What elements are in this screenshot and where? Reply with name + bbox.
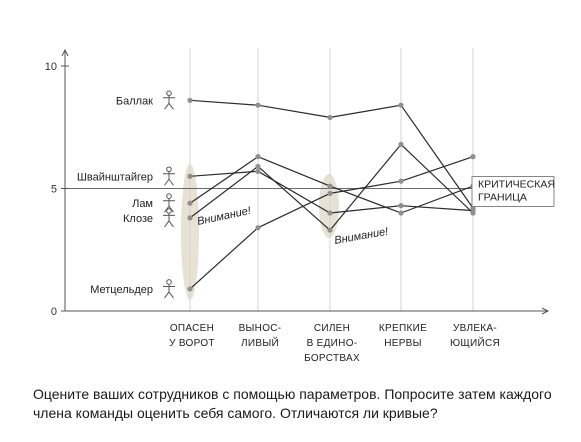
annotation-label: Внимание!: [196, 205, 252, 228]
category-label: КРЕПКИЕ: [379, 323, 427, 334]
category-label: БОРСТВАХ: [304, 353, 360, 364]
data-point: [187, 215, 193, 221]
data-point: [187, 97, 193, 103]
series-label: Клозе: [123, 213, 153, 225]
data-point: [327, 114, 333, 121]
person-icon-body: [163, 171, 175, 186]
data-point: [327, 210, 333, 216]
data-point: [255, 102, 261, 108]
y-tick-label: 10: [45, 61, 57, 73]
data-point: [398, 141, 404, 147]
person-icon: [163, 279, 175, 299]
person-icon-body: [163, 95, 175, 110]
data-point: [327, 227, 333, 233]
series-label: Швайнштайгер: [77, 171, 153, 183]
data-point: [255, 168, 261, 174]
threshold-label: ГРАНИЦА: [478, 192, 527, 204]
series-label: Баллак: [116, 95, 153, 107]
caption: Оцените ваших сотрудников с помощью пара…: [33, 386, 552, 421]
data-point: [398, 203, 404, 209]
y-tick-label: 5: [51, 184, 57, 196]
data-point: [187, 173, 193, 179]
person-icon-body: [163, 213, 175, 228]
person-icon-head: [166, 166, 172, 173]
data-point: [470, 210, 476, 216]
data-point: [327, 183, 333, 189]
category-label: В ЕДИНО-: [307, 338, 358, 349]
threshold-label: КРИТИЧЕСКАЯ: [478, 179, 555, 191]
category-label: СИЛЕН: [314, 323, 350, 334]
person-icon-head: [166, 279, 172, 285]
person-icon-body: [163, 198, 175, 213]
annotation-label: Внимание!: [333, 226, 389, 247]
category-label: У ВОРОТ: [169, 338, 215, 349]
person-icon-head: [166, 90, 172, 97]
x-axis-arrow: [541, 307, 550, 315]
data-point: [255, 154, 261, 160]
data-point: [398, 210, 404, 216]
data-point: [187, 200, 193, 206]
series-label: Лам: [132, 198, 153, 210]
data-point: [255, 225, 261, 231]
person-icon-body: [163, 284, 175, 299]
data-point: [470, 154, 476, 160]
threshold-label-box: [471, 176, 555, 207]
category-label: ЮЩИЙСЯ: [450, 336, 500, 349]
category-label: ВЫНОС-: [239, 323, 282, 334]
chart: 0 5 10 ОПАСЕН У ВОРОТ ВЫНОС- ЛИВЫЙ СИЛЕН В ЕДИНО…: [45, 48, 555, 364]
category-label: НЕРВЫ: [384, 338, 422, 349]
data-point: [187, 286, 193, 292]
highlight-zone: [319, 174, 339, 238]
person-icon: [163, 166, 175, 186]
category-label: ЛИВЫЙ: [241, 336, 279, 349]
data-point: [327, 190, 333, 196]
person-icon: [163, 208, 175, 228]
person-icon-head: [166, 208, 172, 214]
person-icon: [163, 193, 175, 213]
data-point: [255, 163, 261, 170]
series-label: Метцельдер: [90, 284, 153, 296]
person-icon: [163, 90, 175, 110]
category-label: УВЛЕКА-: [453, 323, 497, 334]
data-point: [398, 178, 404, 184]
data-point: [398, 102, 404, 108]
y-tick-label: 0: [51, 306, 57, 318]
y-axis-arrow: [61, 48, 69, 57]
category-label: ОПАСЕН: [170, 323, 214, 334]
person-icon-head: [166, 193, 172, 199]
